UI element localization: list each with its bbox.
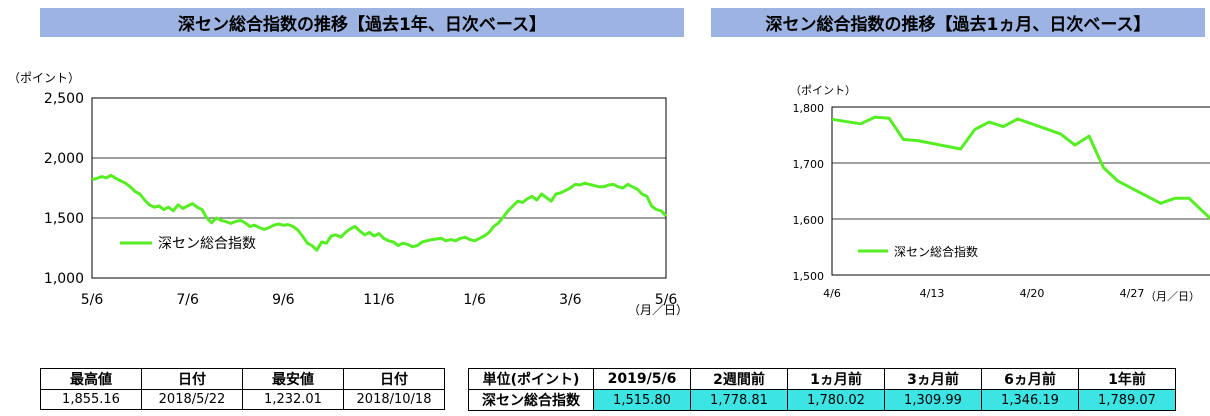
x-tick-label: 4/27 [1120,287,1145,300]
col-header-6m: 6ヵ月前 [981,368,1079,390]
x-tick-label: 7/6 [176,292,199,308]
stats-value-high: 1,855.16 [40,389,142,410]
stats-header-high: 最高値 [40,368,142,390]
x-tick-label: 5/6 [81,292,104,308]
col-header-current: 2019/5/6 [593,368,691,390]
value-current: 1,515.80 [593,389,691,411]
series-line-1m [831,115,1210,221]
stats-header-low: 最安値 [242,368,344,390]
series-line-1y [91,173,668,252]
value-1y: 1,789.07 [1078,389,1176,411]
unit-label: 単位(ポイント) [468,368,594,390]
x-tick-label: 4/6 [823,287,841,300]
col-header-1y: 1年前 [1078,368,1176,390]
high-low-table: 最高値 日付 最安値 日付 1,855.16 2018/5/22 1,232.0… [40,368,445,410]
value-3m: 1,309.99 [884,389,982,411]
x-tick-label: 4/20 [1020,287,1045,300]
row-label: 深セン総合指数 [468,389,594,411]
period-comparison-table: 単位(ポイント) 2019/5/6 2週間前 1ヵ月前 3ヵ月前 6ヵ月前 1年… [468,368,1176,411]
y-tick-label: 1,800 [793,102,825,115]
stats-value-high-date: 2018/5/22 [141,389,243,410]
plot-area-1m [831,106,1210,276]
x-tick-label: 11/6 [363,292,395,308]
value-2w: 1,778.81 [690,389,788,411]
legend-label-1y: 深セン総合指数 [158,236,256,252]
y-tick-label: 1,500 [793,270,825,283]
y-tick-label: 2,500 [44,91,84,107]
x-tick-label: 1/6 [463,292,486,308]
chart-title-1y: 深セン総合指数の推移【過去1年、日次ベース】 [40,8,684,37]
stats-value-low: 1,232.01 [242,389,344,410]
chart-1y: 2,500 2,000 1,500 1,000 5/6 7/6 9/6 11/6 1/6 3/6… [8,71,688,317]
col-header-1m: 1ヵ月前 [787,368,885,390]
stats-value-low-date: 2018/10/18 [343,389,445,410]
x-tick-label: 3/6 [559,292,582,308]
plot-area-1y [91,97,667,279]
x-tick-label: 9/6 [272,292,295,308]
stats-header-low-date: 日付 [343,368,445,390]
x-unit-1m: （月／日） [1145,290,1200,303]
y-unit-1y: （ポイント） [8,71,80,85]
legend-label-1m: 深セン総合指数 [894,244,978,259]
y-tick-label: 2,000 [44,151,84,167]
col-header-2w: 2週間前 [690,368,788,390]
value-1m: 1,780.02 [787,389,885,411]
y-tick-label: 1,000 [44,271,84,287]
col-header-3m: 3ヵ月前 [884,368,982,390]
y-unit-1m: （ポイント） [790,84,856,97]
x-unit-1y: （月／日） [628,303,688,317]
chart-title-1m: 深セン総合指数の推移【過去1ヵ月、日次ベース】 [711,8,1205,37]
stats-header-high-date: 日付 [141,368,243,390]
y-tick-label: 1,500 [44,211,84,227]
y-tick-label: 1,700 [793,158,825,171]
y-tick-label: 1,600 [793,214,825,227]
x-tick-label: 4/13 [920,287,945,300]
x-tick-label: 5/6 [655,292,678,308]
value-6m: 1,346.19 [981,389,1079,411]
